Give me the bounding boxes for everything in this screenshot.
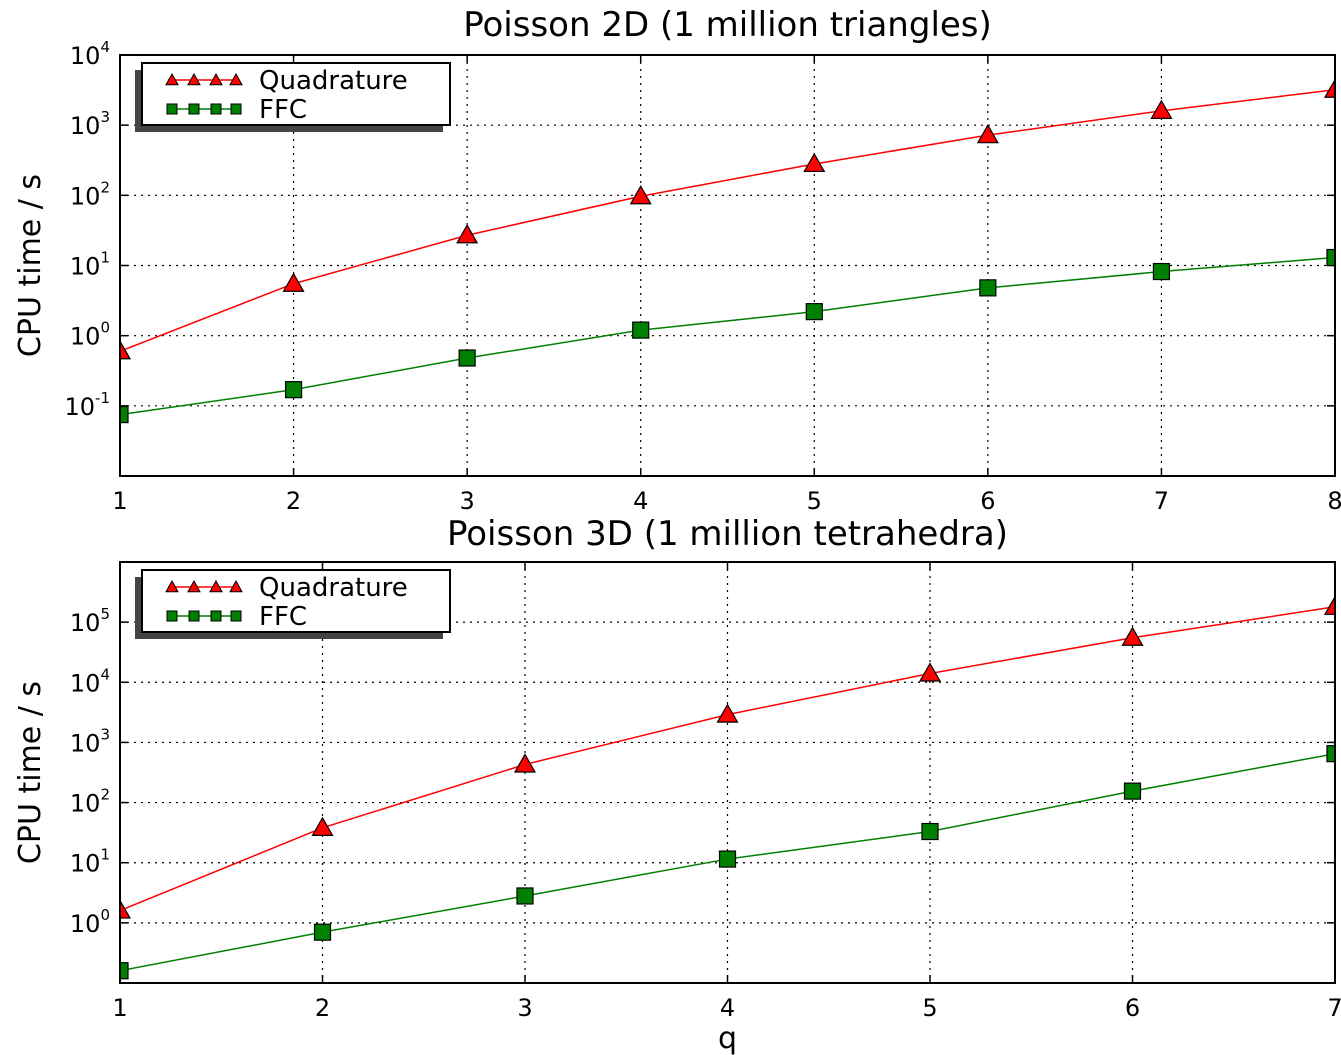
x-tick-label: 2: [286, 487, 301, 515]
x-tick-label: 3: [460, 487, 475, 515]
legend-marker: [210, 103, 222, 115]
legend-marker: [187, 72, 201, 86]
data-point-ffc: [805, 303, 823, 321]
y-tick-label: 103: [70, 725, 110, 757]
data-point-ffc: [718, 850, 737, 868]
data-point-quadrature: [1323, 595, 1335, 615]
data-point-ffc: [1326, 248, 1335, 267]
x-tick-label: 4: [633, 487, 648, 515]
data-point-ffc: [1152, 262, 1171, 281]
y-tick-label: 105: [70, 605, 110, 637]
data-point-ffc: [921, 822, 939, 841]
data-point-quadrature: [1323, 78, 1335, 98]
x-tick-label: 7: [1327, 994, 1341, 1022]
data-point-ffc: [284, 381, 303, 399]
data-point-ffc: [632, 321, 650, 339]
legend-marker: [210, 610, 222, 622]
y-tick-label: 104: [70, 665, 110, 697]
chart-title: Poisson 2D (1 million triangles): [463, 5, 992, 45]
data-point-ffc: [120, 405, 129, 424]
data-point-ffc: [1123, 782, 1142, 800]
legend-label: Quadrature: [259, 573, 408, 603]
legend-marker: [165, 72, 179, 86]
data-point-quadrature: [120, 899, 132, 919]
y-axis-label: CPU time / s: [13, 174, 48, 357]
data-point-quadrature: [918, 662, 942, 682]
legend-marker: [229, 579, 243, 593]
legend-marker: [230, 610, 242, 622]
data-point-quadrature: [456, 224, 479, 244]
plot-frame: [119, 54, 1336, 477]
y-tick-label: 104: [70, 38, 110, 70]
legend-marker: [166, 103, 178, 115]
data-point-quadrature: [976, 123, 999, 144]
y-tick-label: 103: [70, 108, 110, 140]
y-tick-label: 102: [70, 178, 110, 210]
data-point-quadrature: [716, 703, 739, 723]
y-axis-label: CPU time / s: [13, 681, 48, 864]
data-point-ffc: [313, 923, 332, 941]
chart-panel-1: Poisson 2D (1 million triangles) 1 2 3 4 5 6 7 8…: [13, 5, 1341, 515]
plot-area: [120, 78, 1335, 424]
series-line-quadrature: [120, 88, 1335, 352]
legend-marker: [229, 72, 243, 86]
data-point-quadrature: [513, 753, 537, 773]
data-point-quadrature: [311, 816, 334, 836]
data-point-quadrature: [1150, 99, 1173, 119]
chart-panel-2: Poisson 3D (1 million tetrahedra) 1 2 3 4 5 6 7…: [13, 514, 1341, 1055]
x-tick-label: 5: [807, 487, 822, 515]
data-point-quadrature: [282, 272, 305, 292]
x-tick-label: 4: [720, 994, 735, 1022]
data-point-ffc: [120, 962, 129, 980]
legend-marker: [209, 72, 223, 86]
legend-marker: [166, 610, 178, 622]
x-axis-label: q: [718, 1021, 737, 1055]
legend-marker: [230, 103, 242, 115]
y-tick-label: 101: [70, 249, 110, 281]
data-point-ffc: [979, 279, 997, 297]
legend-marker: [188, 103, 200, 115]
legend-label: FFC: [259, 95, 307, 125]
legend-box: [141, 62, 451, 126]
plot-area: [120, 595, 1335, 980]
x-tick-label: 3: [517, 994, 532, 1022]
data-point-ffc: [458, 349, 476, 367]
legend-label: Quadrature: [259, 66, 408, 96]
plot-frame: [119, 561, 1336, 984]
series-line-ffc: [120, 256, 1335, 416]
y-tick-label: 10-1: [64, 389, 110, 421]
x-tick-label: 2: [315, 994, 330, 1022]
data-point-quadrature: [1121, 626, 1144, 646]
x-tick-label: 6: [1125, 994, 1140, 1022]
legend-box: [141, 569, 451, 633]
y-tick-label: 100: [70, 906, 110, 938]
legend-marker: [165, 579, 179, 593]
x-tick-label: 8: [1327, 487, 1341, 515]
data-point-ffc: [1326, 745, 1335, 763]
y-tick-label: 100: [70, 319, 110, 351]
legend-label: FFC: [259, 602, 307, 632]
data-point-quadrature: [629, 185, 652, 205]
x-tick-label: 6: [980, 487, 995, 515]
x-tick-label: 5: [922, 994, 937, 1022]
x-tick-label: 1: [112, 994, 127, 1022]
legend-marker: [187, 579, 201, 593]
legend-marker: [209, 579, 223, 593]
legend-marker: [188, 610, 200, 622]
y-tick-label: 101: [70, 846, 110, 878]
chart-title: Poisson 3D (1 million tetrahedra): [447, 514, 1008, 554]
data-point-quadrature: [803, 152, 826, 173]
x-tick-label: 1: [112, 487, 127, 515]
data-point-ffc: [516, 887, 534, 905]
data-point-quadrature: [120, 340, 132, 360]
y-tick-label: 102: [70, 786, 110, 818]
x-tick-label: 7: [1154, 487, 1169, 515]
